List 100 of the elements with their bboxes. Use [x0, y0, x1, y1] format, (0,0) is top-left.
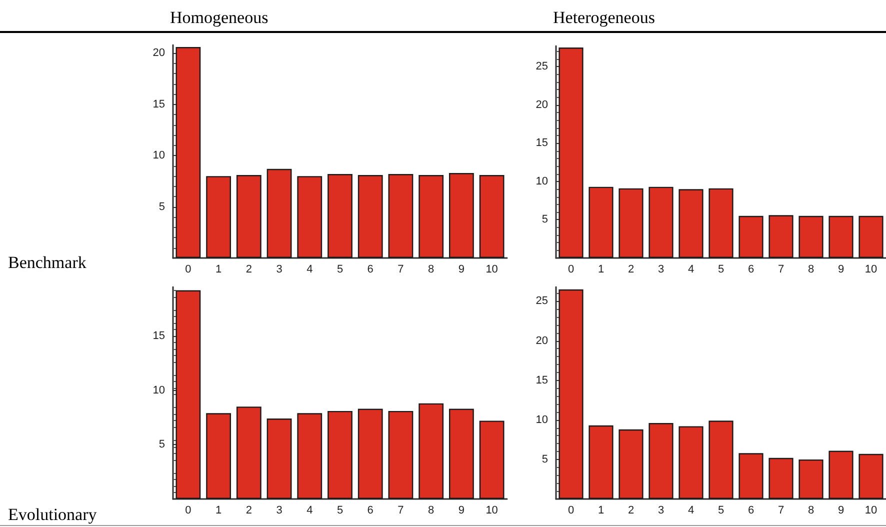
y-tick-label: 5: [158, 200, 165, 213]
y-tick-label: 15: [152, 98, 165, 110]
x-tick-label: 3: [658, 504, 664, 516]
y-tick-label: 15: [536, 374, 548, 386]
x-tick-label: 8: [428, 264, 434, 276]
chart-title: Heterogeneous: [553, 8, 655, 27]
bar: [236, 175, 262, 258]
bar: [176, 290, 201, 499]
x-tick-label: 1: [215, 264, 222, 276]
bar: [358, 408, 383, 499]
bar: [588, 425, 614, 499]
bar: [558, 289, 584, 499]
bar: [588, 186, 614, 258]
y-tick-label: 10: [536, 414, 548, 426]
bar: [708, 420, 734, 499]
x-tick-label: 7: [398, 264, 404, 276]
chart-title: Homogeneous: [170, 8, 268, 27]
x-tick-label: 2: [628, 504, 634, 516]
x-tick-label: 4: [688, 504, 694, 516]
bar: [206, 413, 231, 499]
x-tick-label: 0: [568, 504, 574, 516]
bar: [828, 450, 854, 499]
x-tick-label: 7: [778, 504, 784, 516]
y-tick-label: 10: [536, 175, 548, 188]
x-tick-label: 0: [185, 504, 192, 516]
y-tick-label: 20: [536, 334, 548, 347]
bar: [236, 406, 262, 499]
x-tick-label: 8: [808, 504, 814, 516]
x-tick-label: 9: [838, 504, 844, 516]
x-tick-label: 4: [688, 264, 694, 276]
bar: [858, 216, 884, 258]
bar: [678, 189, 704, 258]
x-tick-label: 10: [864, 504, 878, 516]
x-tick-label: 6: [367, 504, 374, 516]
bar: [388, 174, 414, 258]
y-tick-label: 20: [152, 47, 165, 60]
text: Evolutionary: [8, 505, 98, 524]
bar: [648, 423, 674, 499]
x-tick-label: 5: [336, 264, 344, 276]
x-tick-label: 8: [808, 264, 814, 276]
bar: [418, 403, 444, 499]
bar: [648, 186, 674, 258]
y-tick-label: 10: [152, 150, 165, 162]
x-tick-label: 9: [458, 264, 465, 276]
x-tick-label: 1: [215, 504, 222, 516]
bar: [678, 426, 704, 499]
x-tick-label: 5: [718, 264, 724, 276]
bar: [328, 174, 352, 258]
x-tick-label: 3: [658, 264, 664, 276]
x-tick-label: 6: [748, 504, 754, 516]
x-tick-label: 0: [568, 264, 574, 276]
bar: [798, 216, 824, 258]
bar: [858, 454, 884, 499]
y-tick-label: 20: [536, 98, 548, 111]
bar: [266, 168, 292, 258]
y-tick-label: 10: [152, 384, 165, 396]
bar: [266, 418, 292, 499]
y-tick-label: 25: [536, 60, 548, 73]
x-tick-label: 0: [185, 264, 192, 276]
bar: [297, 176, 322, 258]
bar: [176, 47, 201, 258]
bar: [828, 216, 854, 258]
x-tick-label: 2: [246, 264, 252, 276]
bar: [479, 420, 504, 499]
bar: [449, 408, 474, 499]
x-tick-label: 4: [306, 504, 313, 516]
x-tick-label: 4: [306, 264, 313, 276]
x-tick-label: 1: [598, 504, 604, 516]
x-tick-label: 9: [458, 504, 465, 516]
x-tick-label: 6: [367, 264, 374, 276]
x-tick-label: 10: [486, 504, 498, 516]
x-tick-label: 5: [718, 504, 724, 516]
bar: [708, 188, 734, 258]
bar: [618, 429, 644, 499]
x-tick-label: 10: [486, 264, 498, 276]
bar: [449, 173, 474, 258]
x-tick-label: 3: [276, 264, 282, 276]
bar: [388, 410, 414, 499]
bar: [798, 459, 824, 499]
bar: [768, 215, 794, 258]
x-tick-label: 1: [598, 264, 604, 276]
x-tick-label: 3: [276, 504, 282, 516]
bar: [418, 175, 444, 258]
bar: [618, 188, 644, 258]
x-tick-label: 5: [336, 504, 344, 516]
bar: [206, 176, 231, 258]
x-tick-label: 8: [428, 504, 434, 516]
x-tick-label: 2: [246, 504, 252, 516]
bar: [297, 413, 322, 499]
x-tick-label: 7: [398, 504, 404, 516]
x-tick-label: 9: [838, 264, 844, 276]
y-tick-label: 5: [542, 453, 548, 466]
bar: [358, 175, 383, 258]
x-tick-label: 10: [864, 264, 878, 276]
y-tick-label: 15: [536, 137, 548, 150]
x-tick-label: 2: [628, 264, 634, 276]
y-tick-label: 5: [158, 438, 165, 451]
bar: [768, 458, 794, 499]
y-tick-label: 25: [536, 295, 548, 308]
bar: [738, 453, 764, 499]
